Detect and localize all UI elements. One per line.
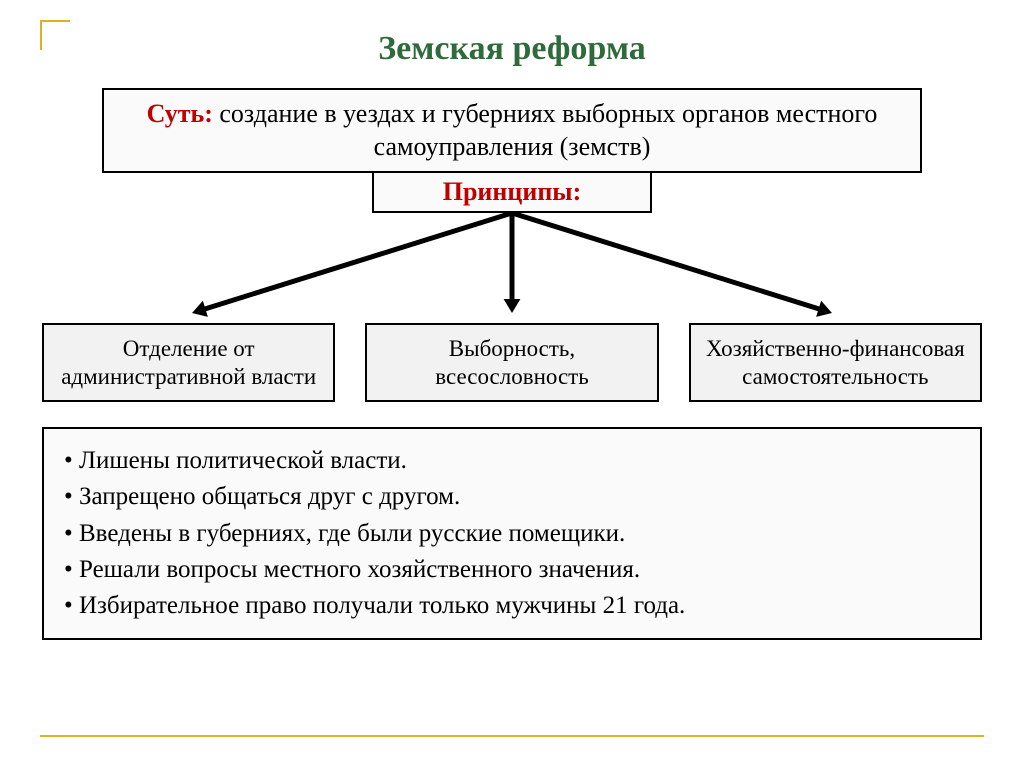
page-title: Земская реформа: [40, 30, 984, 68]
detail-line: • Запрещено общаться друг с другом.: [64, 479, 960, 515]
detail-line: • Лишены политической власти.: [64, 443, 960, 479]
principles-label-box: Принципы:: [372, 173, 652, 213]
principles-label: Принципы:: [443, 177, 582, 206]
detail-line: • Избирательное право получали только му…: [64, 588, 960, 624]
bottom-decoration: [40, 735, 984, 737]
essence-text: создание в уездах и губерниях выборных о…: [213, 99, 878, 161]
principle-box-2: Выборность, всесословность: [365, 323, 658, 402]
principle-box-3: Хозяйственно-финансовая самостоятельност…: [689, 323, 982, 402]
principles-row: Отделение от административной власти Выб…: [42, 323, 982, 402]
essence-box: Суть: создание в уездах и губерниях выбо…: [102, 88, 922, 173]
principle-box-1: Отделение от административной власти: [42, 323, 335, 402]
detail-line: • Введены в губерниях, где были русские …: [64, 516, 960, 552]
details-box: • Лишены политической власти.• Запрещено…: [42, 427, 982, 640]
arrows-svg: [42, 213, 982, 323]
corner-decoration: [40, 20, 70, 50]
arrows-area: [42, 213, 982, 323]
essence-label: Суть:: [147, 99, 213, 128]
detail-line: • Решали вопросы местного хозяйственного…: [64, 552, 960, 588]
